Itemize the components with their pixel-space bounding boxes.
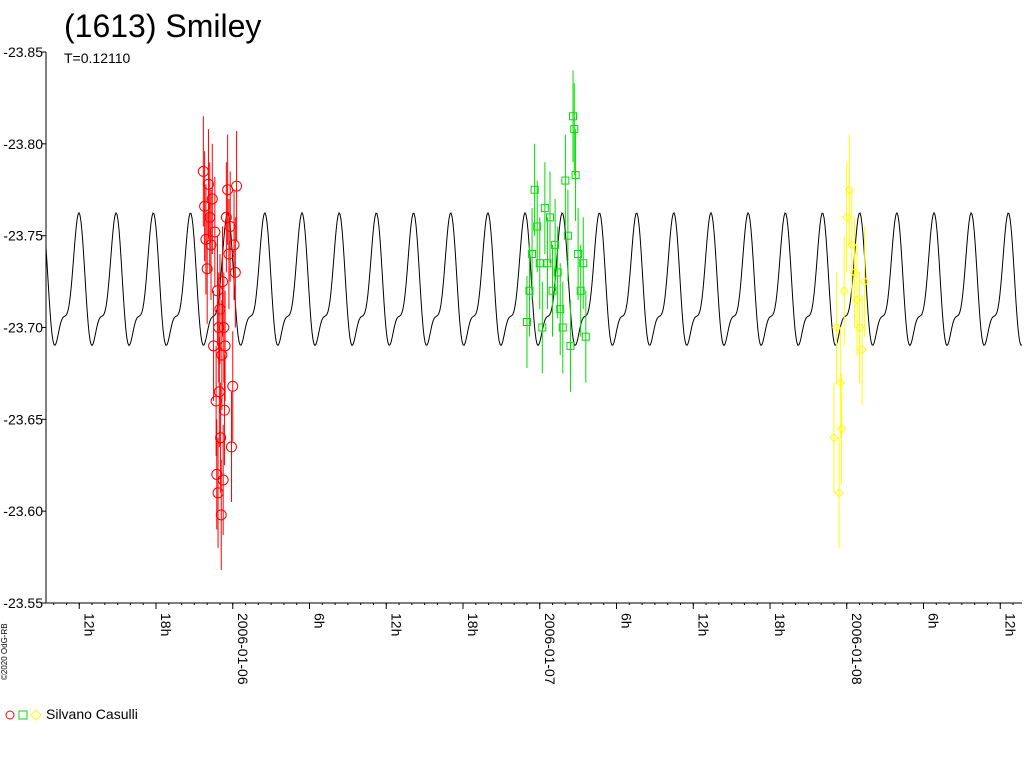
data-point bbox=[218, 322, 230, 333]
data-point bbox=[228, 239, 240, 251]
data-point bbox=[859, 276, 870, 287]
data-point bbox=[563, 231, 572, 240]
x-tick-label: 2006-01-07 bbox=[542, 613, 558, 685]
x-tick-label: 6h bbox=[926, 613, 942, 629]
data-point bbox=[570, 125, 579, 134]
y-tick-label: -23.65 bbox=[3, 411, 43, 427]
data-point bbox=[579, 259, 588, 268]
data-point bbox=[220, 211, 232, 223]
y-tick-label: -23.80 bbox=[3, 136, 43, 152]
legend-markers bbox=[5, 709, 42, 721]
data-point bbox=[219, 340, 231, 352]
data-point bbox=[522, 317, 531, 326]
data-point bbox=[571, 171, 580, 180]
data-point bbox=[844, 185, 855, 195]
legend-circle-icon bbox=[5, 710, 15, 720]
copyright-text: ©2020 OdG-RB bbox=[0, 623, 9, 680]
legend-square-icon bbox=[18, 710, 28, 720]
y-tick-label: -23.70 bbox=[3, 320, 43, 336]
data-point bbox=[556, 305, 565, 314]
x-tick-label: 2006-01-08 bbox=[849, 613, 865, 685]
data-point bbox=[829, 432, 839, 443]
x-tick-label: 12h bbox=[695, 613, 711, 636]
data-point bbox=[231, 180, 243, 192]
data-point bbox=[538, 323, 547, 332]
data-point bbox=[206, 193, 218, 205]
chart-title: (1613) Smiley bbox=[64, 8, 262, 44]
legend: Silvano Casulli bbox=[4, 704, 138, 724]
data-point bbox=[535, 259, 544, 268]
data-point bbox=[218, 404, 230, 416]
data-point bbox=[839, 286, 849, 296]
data-point bbox=[217, 474, 229, 486]
data-point bbox=[530, 185, 539, 194]
x-tick-label: 2006-01-06 bbox=[235, 613, 251, 685]
data-point bbox=[857, 344, 867, 355]
x-tick-label: 12h bbox=[1002, 613, 1018, 636]
legend-diamond-icon bbox=[30, 709, 42, 721]
data-point bbox=[836, 423, 847, 434]
data-point bbox=[225, 441, 237, 453]
data-point bbox=[553, 268, 562, 277]
period-label: T=0.12110 bbox=[64, 50, 131, 66]
data-point bbox=[566, 341, 575, 350]
data-point bbox=[201, 263, 213, 275]
y-tick-label: -23.55 bbox=[3, 595, 43, 611]
data-point bbox=[831, 322, 842, 333]
data-point bbox=[227, 380, 239, 392]
x-tick-label: 12h bbox=[388, 613, 404, 636]
data-point bbox=[202, 178, 214, 190]
data-point bbox=[574, 250, 583, 259]
data-point bbox=[205, 239, 217, 251]
data-point bbox=[215, 432, 227, 444]
data-point bbox=[548, 286, 557, 295]
data-point bbox=[217, 276, 229, 288]
data-point bbox=[581, 332, 590, 341]
data-point bbox=[576, 286, 585, 295]
x-tick-label: 18h bbox=[465, 613, 481, 636]
data-point bbox=[558, 323, 567, 332]
model-curve bbox=[45, 211, 1023, 347]
y-tick-label: -23.60 bbox=[3, 503, 43, 519]
y-tick-label: -23.75 bbox=[3, 228, 43, 244]
data-point bbox=[835, 377, 846, 388]
x-tick-label: 12h bbox=[81, 613, 97, 636]
data-point bbox=[215, 509, 227, 521]
x-tick-label: 6h bbox=[312, 613, 328, 629]
data-point bbox=[211, 468, 223, 480]
data-point bbox=[569, 112, 578, 121]
data-point bbox=[209, 226, 221, 238]
data-point bbox=[229, 266, 241, 278]
data-point bbox=[561, 176, 570, 185]
y-tick-label: -23.85 bbox=[3, 44, 43, 60]
x-tick-label: 18h bbox=[158, 613, 174, 636]
legend-observer: Silvano Casulli bbox=[46, 706, 138, 722]
x-tick-label: 18h bbox=[772, 613, 788, 636]
data-point bbox=[834, 488, 844, 498]
data-point bbox=[543, 259, 552, 268]
data-point bbox=[551, 240, 560, 249]
x-tick-label: 6h bbox=[619, 613, 635, 629]
data-point bbox=[525, 286, 534, 295]
data-point bbox=[540, 204, 549, 213]
data-point bbox=[533, 222, 542, 231]
data-point bbox=[528, 250, 537, 259]
data-point bbox=[545, 213, 554, 222]
